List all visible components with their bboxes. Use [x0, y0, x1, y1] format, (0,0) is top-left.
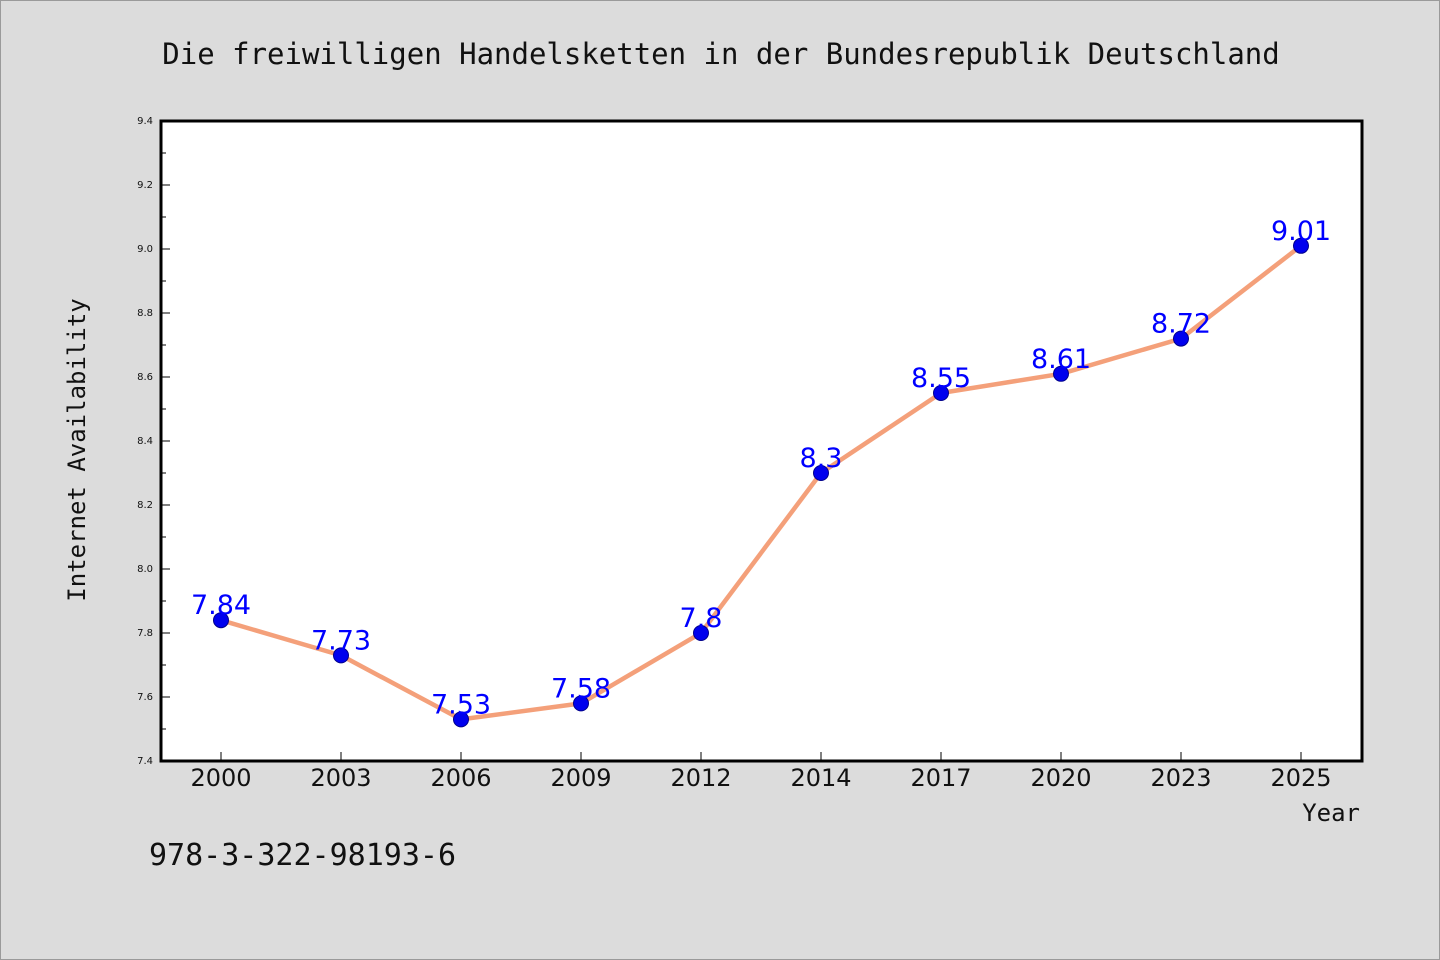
y-tick-label: 7.6 [137, 692, 153, 703]
x-tick-label: 2023 [1150, 764, 1211, 792]
y-tick-label: 8.0 [137, 564, 153, 575]
data-label: 7.84 [191, 590, 251, 621]
x-tick-label: 2006 [430, 764, 491, 792]
x-tick-label: 2025 [1270, 764, 1331, 792]
y-tick-label: 8.2 [137, 500, 153, 511]
x-axis: 2000 2003 2006 2009 2012 2014 2017 2020 2023 2025 [190, 752, 1332, 792]
data-label: 7.53 [431, 689, 491, 720]
y-tick-label: 8.8 [137, 308, 153, 319]
data-label: 7.8 [680, 603, 723, 634]
y-tick-label: 9.2 [137, 180, 153, 191]
data-label: 8.3 [800, 443, 843, 474]
data-label: 8.61 [1031, 344, 1091, 375]
x-axis-label: Year [1302, 799, 1360, 827]
data-point [573, 695, 589, 712]
y-tick-label: 9.0 [137, 244, 153, 255]
x-tick-label: 2009 [550, 764, 611, 792]
data-point [813, 465, 829, 481]
data-points [213, 237, 1309, 728]
data-label: 8.55 [911, 363, 971, 394]
data-point [333, 647, 349, 664]
y-tick-label: 8.6 [137, 372, 153, 383]
y-tick-label: 7.4 [137, 756, 153, 767]
data-label: 9.01 [1271, 216, 1331, 247]
plot-area [159, 119, 1364, 763]
y-tick-label: 9.4 [137, 116, 153, 127]
series-line [218, 243, 1304, 722]
data-point [1173, 330, 1189, 347]
data-point [1293, 237, 1309, 254]
y-axis-label: Internet Availability [63, 298, 91, 601]
series-line-group [218, 243, 1304, 722]
y-tick-label: 7.8 [137, 628, 153, 639]
data-label: 7.58 [551, 673, 611, 704]
data-point [693, 625, 709, 641]
x-tick-label: 2017 [910, 764, 971, 792]
data-point [933, 385, 949, 401]
x-tick-label: 2012 [670, 764, 731, 792]
y-axis: 7.4 7.6 7.8 8.0 8.2 8.4 8.6 8.8 9.0 9.2 9.4 [137, 116, 170, 767]
data-label: 8.72 [1151, 309, 1211, 340]
x-tick-label: 2000 [190, 764, 251, 792]
x-tick-label: 2020 [1030, 764, 1091, 792]
y-tick-label: 8.4 [137, 436, 153, 447]
chart-title: Die freiwilligen Handelsketten in der Bu… [162, 37, 1279, 71]
data-label: 7.73 [311, 625, 371, 656]
data-labels: 7.84 7.73 7.53 7.58 7.8 8.3 8.55 8.61 8.72 9.01 [191, 216, 1331, 721]
isbn-text: 978-3-322-98193-6 [149, 838, 456, 873]
data-point [213, 612, 229, 629]
data-point [453, 711, 469, 728]
x-tick-label: 2003 [310, 764, 371, 792]
data-point [1053, 365, 1069, 382]
x-tick-label: 2014 [790, 764, 851, 792]
